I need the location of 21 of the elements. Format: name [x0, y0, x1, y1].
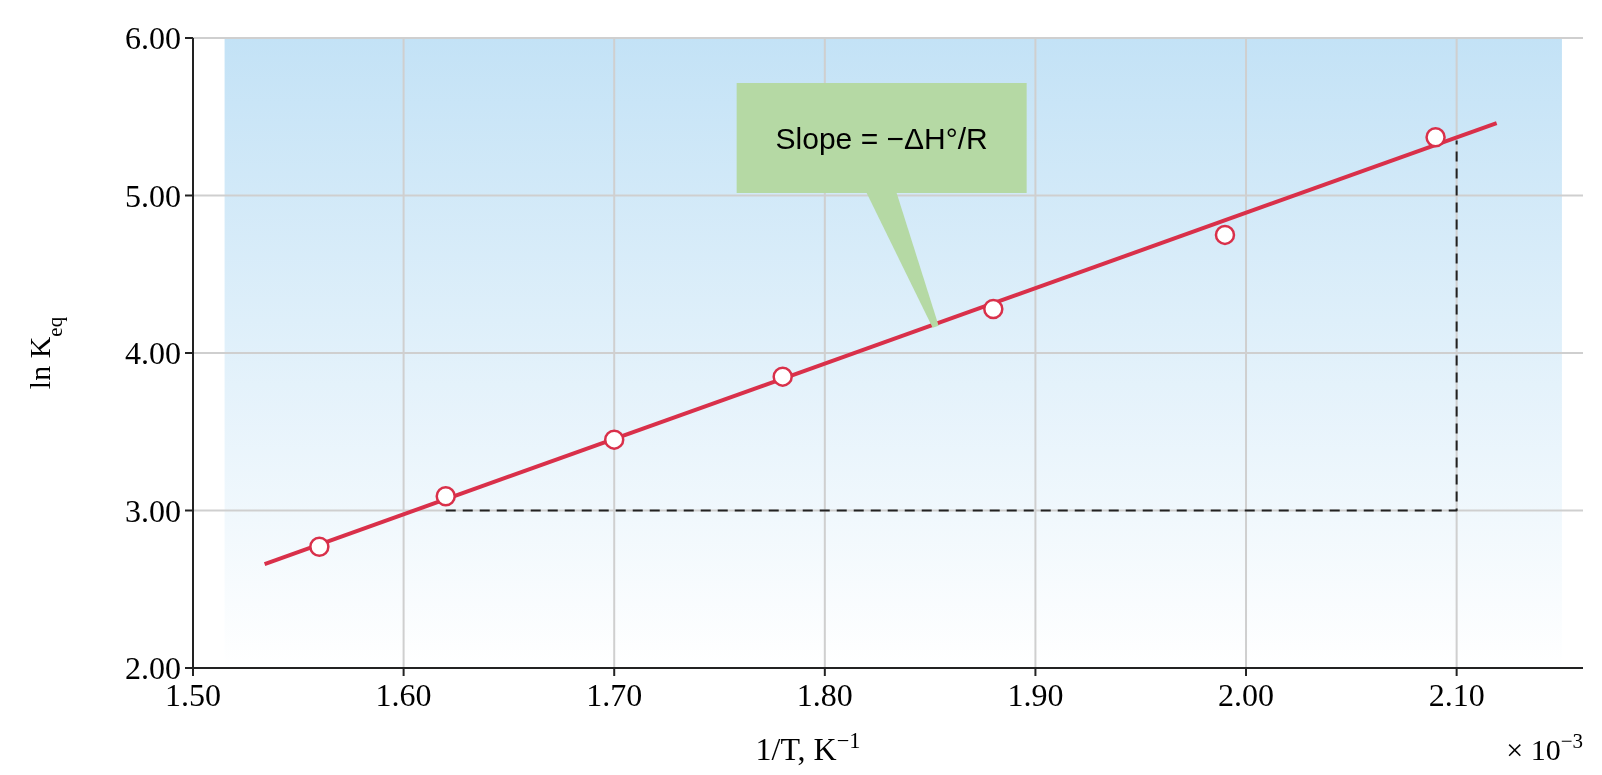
- x-tick-label: 1.70: [586, 677, 643, 713]
- y-tick-label: 3.00: [125, 492, 181, 529]
- y-tick-label: 6.00: [125, 20, 181, 56]
- annotation: Slope = −ΔH°/R: [775, 122, 988, 155]
- x-tick-label: 1.80: [796, 677, 853, 713]
- point: [1214, 224, 1236, 246]
- x-tick-label: 1.90: [1007, 677, 1064, 713]
- point: [983, 298, 1004, 320]
- point: [772, 366, 793, 387]
- point: [603, 429, 625, 450]
- x-tick-label: 2.00: [1218, 677, 1275, 713]
- x-axis-title: 1/T, K$^{−1}$: [755, 727, 861, 767]
- x-tick-label: 1.60: [375, 677, 432, 713]
- y-tick-label: 5.00: [125, 177, 181, 214]
- y-tick-label: 2.00: [125, 650, 181, 686]
- point: [309, 536, 330, 557]
- text: × 10$^{−3}$: [1506, 729, 1583, 766]
- point: [1425, 126, 1446, 148]
- point: [435, 486, 456, 507]
- y-tick-label: 4.00: [125, 335, 181, 371]
- x-tick-label: 2.10: [1428, 677, 1485, 713]
